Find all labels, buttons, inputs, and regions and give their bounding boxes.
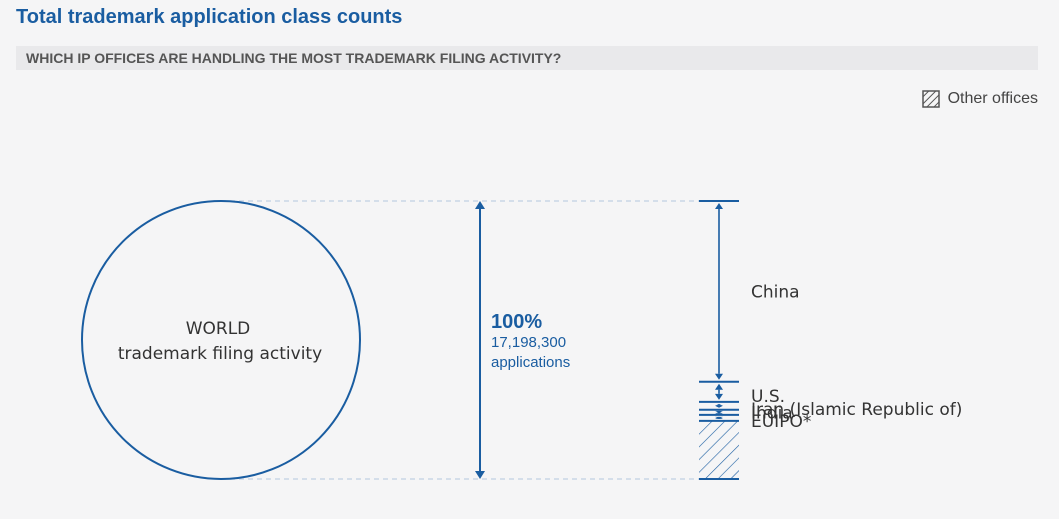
segment-arrow-down-u-s [715,393,723,400]
office-labels: China U.S.Iran (Islamic Republic of)India… [751,282,962,432]
segment-arrow-up-u-s [715,383,723,390]
segment-label-euipo: EUIPO* [751,412,811,432]
total-arrow [475,201,485,479]
subtitle-text: WHICH IP OFFICES ARE HANDLING THE MOST T… [26,50,562,66]
segment-arrow-down-india [715,410,723,413]
segment-india [715,410,723,414]
segment-iran-islamic-republic-of [715,403,723,408]
world-label-line2: trademark filing activity [118,344,322,364]
total-arrow-head-down [475,471,485,479]
office-segments [699,200,739,480]
segment-arrow-down-iran-islamic-republic-of [715,405,723,408]
total-count-label: 17,198,300 [491,334,566,351]
segment-u-s [715,383,723,400]
segment-china [715,203,723,380]
segment-label-china: China [751,282,800,302]
page-title: Total trademark application class counts [16,6,403,28]
total-percent-label: 100% [491,311,542,333]
segment-euipo [715,416,723,419]
segment-arrow-down-china [715,373,723,380]
segment-label-u-s: U.S. [751,387,785,407]
total-unit-label: applications [491,354,570,371]
total-arrow-head-up [475,201,485,209]
segment-arrow-up-china [715,203,723,209]
legend-label-other-offices: Other offices [947,90,1038,107]
segment-other-offices [699,420,739,479]
world-label-line1: WORLD [186,319,251,339]
segment-arrow-up-iran-islamic-republic-of [715,403,723,406]
world-circle [81,200,361,480]
segment-arrow-down-euipo [715,416,723,419]
hatched-square-icon [921,90,940,108]
segment-label-india: India [751,403,793,423]
segment-label-iran-islamic-republic-of: Iran (Islamic Republic of) [751,400,962,420]
subtitle-bar: WHICH IP OFFICES ARE HANDLING THE MOST T… [16,46,1038,70]
legend: Other offices [921,90,1038,108]
